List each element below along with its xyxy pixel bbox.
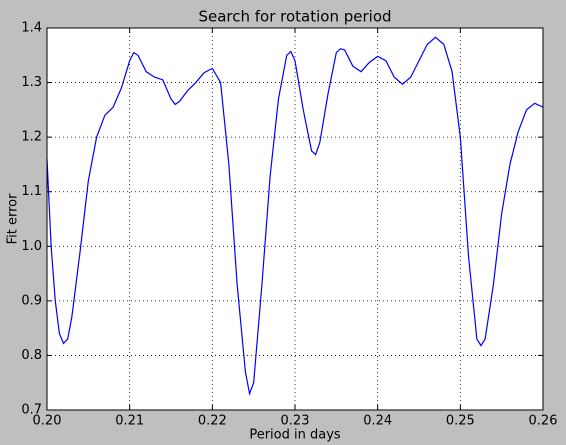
y-tick-label: 1.0 bbox=[21, 239, 42, 254]
x-axis-label: Period in days bbox=[249, 428, 341, 443]
x-tick-label: 0.22 bbox=[198, 414, 227, 429]
y-tick-label: 0.7 bbox=[21, 403, 42, 418]
y-axis-label: Fit error bbox=[6, 193, 21, 245]
y-tick-label: 1.3 bbox=[21, 75, 42, 90]
x-tick-label: 0.23 bbox=[281, 414, 310, 429]
plot-area bbox=[47, 28, 543, 410]
plot-frame bbox=[46, 27, 544, 411]
y-tick-label: 1.4 bbox=[21, 21, 42, 36]
chart-title: Search for rotation period bbox=[198, 8, 391, 26]
y-tick-label: 0.9 bbox=[21, 293, 42, 308]
x-tick-label: 0.25 bbox=[446, 414, 475, 429]
data-line bbox=[46, 36, 544, 396]
x-tick-label: 0.26 bbox=[529, 414, 558, 429]
y-tick-label: 1.2 bbox=[21, 130, 42, 145]
x-tick-label: 0.21 bbox=[115, 414, 144, 429]
y-tick-label: 1.1 bbox=[21, 184, 42, 199]
y-tick-label: 0.8 bbox=[21, 348, 42, 363]
x-tick-label: 0.20 bbox=[33, 414, 62, 429]
x-tick-label: 0.24 bbox=[363, 414, 392, 429]
